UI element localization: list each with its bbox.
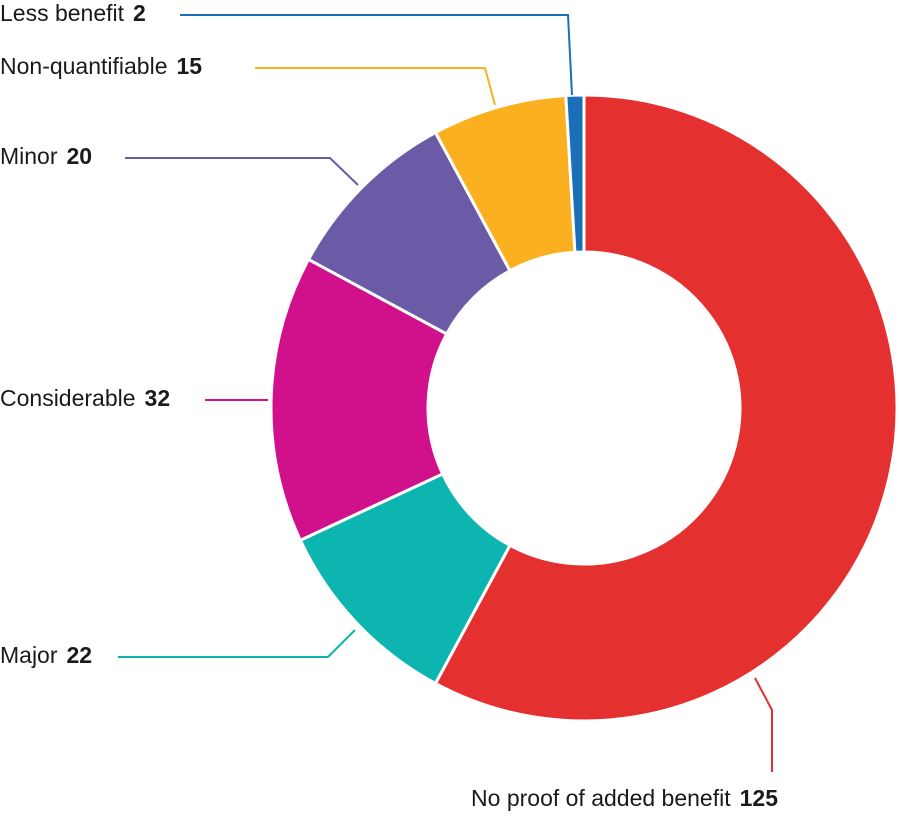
label-value: 15 (177, 53, 203, 79)
leader-line (180, 14, 573, 96)
leader-line (125, 157, 359, 186)
label-value: 2 (133, 0, 146, 26)
label-value: 22 (67, 642, 93, 668)
segment-label: Minor 20 (0, 143, 92, 169)
leader-line (118, 629, 356, 658)
label-name: Major (0, 642, 58, 668)
label-name: Minor (0, 143, 58, 169)
label-value: 32 (145, 385, 171, 411)
label-name: No proof of added benefit (471, 785, 731, 811)
segment-label: No proof of added benefit 125 (471, 785, 778, 811)
segment-label: Major 22 (0, 642, 92, 668)
label-value: 125 (740, 785, 779, 811)
label-name: Non-quantifiable (0, 53, 168, 79)
label-name: Less benefit (0, 0, 125, 26)
donut-segment (564, 93, 586, 254)
segment-label: Less benefit 2 (0, 0, 146, 26)
donut-segment (269, 257, 449, 543)
donut-segment (433, 93, 899, 723)
segment-label: Considerable 32 (0, 385, 170, 411)
leader-line (754, 677, 773, 772)
label-name: Considerable (0, 385, 136, 411)
leader-line (255, 67, 496, 106)
label-value: 20 (67, 143, 93, 169)
segment-label: Non-quantifiable 15 (0, 53, 202, 79)
